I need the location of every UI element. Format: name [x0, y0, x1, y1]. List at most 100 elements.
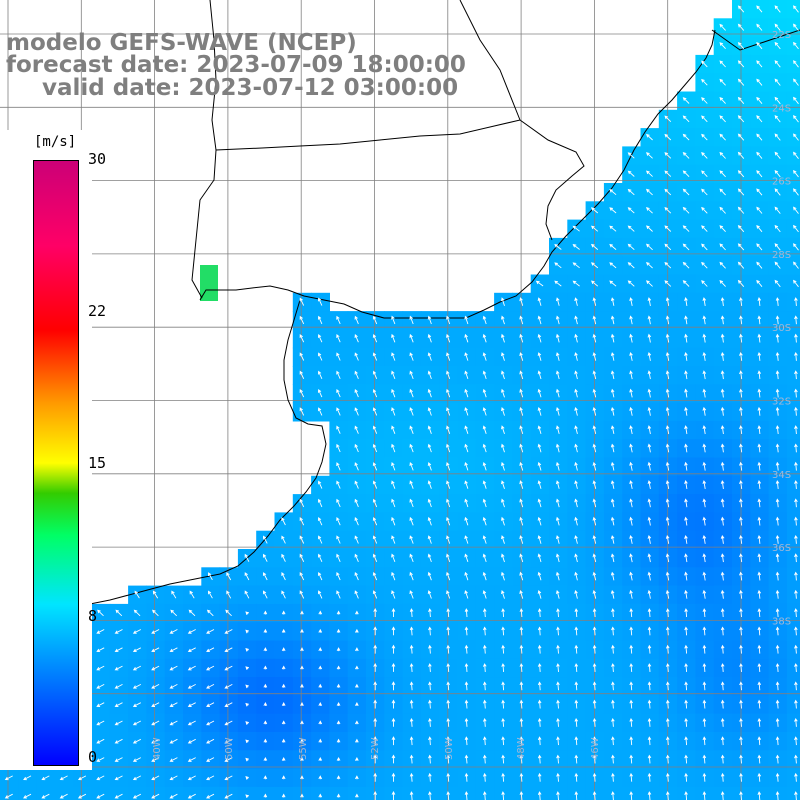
wind-arrow: [537, 516, 542, 526]
wind-arrow: [682, 188, 690, 196]
wind-arrow: [701, 78, 708, 86]
ocean-cell: [786, 183, 800, 202]
wind-arrow: [151, 702, 160, 707]
wind-arrow: [794, 626, 798, 636]
wind-arrow: [610, 498, 615, 508]
wind-arrow: [664, 152, 672, 159]
wind-arrow: [756, 206, 763, 214]
wind-arrow: [446, 553, 451, 563]
ocean-cell: [786, 201, 800, 221]
wind-arrow: [409, 553, 414, 563]
wind-arrow: [702, 772, 707, 782]
wind-arrow: [774, 279, 781, 288]
wind-arrow: [482, 516, 487, 526]
wind-arrow: [647, 516, 652, 526]
wind-arrow: [409, 590, 414, 599]
wind-arrow: [629, 388, 633, 398]
lon-label: 50W: [224, 737, 235, 760]
wind-arrow: [684, 461, 688, 471]
wind-arrow: [336, 480, 341, 489]
wind-arrow: [96, 757, 105, 762]
wind-arrow: [206, 684, 215, 689]
wind-arrow: [336, 702, 341, 706]
wind-arrow: [739, 736, 743, 746]
wind-arrow: [114, 793, 123, 799]
wind-arrow: [208, 590, 213, 599]
wind-arrow: [354, 590, 359, 599]
wind-arrow: [756, 279, 763, 287]
ocean-cell: [786, 640, 800, 660]
ocean-cell: [292, 786, 312, 800]
wind-arrow: [611, 681, 615, 691]
wind-arrow: [537, 663, 542, 672]
wind-arrow: [537, 608, 542, 618]
ocean-cell: [786, 603, 800, 623]
wind-arrow: [757, 534, 762, 544]
wind-arrow: [281, 683, 286, 688]
wind-arrow: [464, 772, 469, 782]
wind-arrow: [464, 699, 469, 709]
wind-arrow: [702, 644, 707, 654]
wind-arrow: [482, 315, 487, 325]
wind-arrow: [719, 115, 726, 123]
ocean-cell: [146, 786, 166, 800]
wind-arrow: [684, 480, 688, 489]
wind-arrow: [299, 517, 305, 526]
lat-label: 30S: [772, 323, 791, 334]
wind-arrow: [409, 388, 414, 398]
wind-arrow: [391, 352, 396, 361]
wind-arrow: [794, 553, 798, 563]
wind-arrow: [756, 188, 763, 196]
wind-arrow: [519, 663, 524, 672]
wind-arrow: [664, 188, 672, 196]
wind-arrow: [317, 334, 323, 343]
wind-arrow: [665, 315, 670, 325]
wind-arrow: [354, 480, 359, 489]
wind-arrow: [574, 754, 579, 764]
wind-arrow: [372, 571, 378, 581]
wind-arrow: [446, 407, 451, 416]
wind-arrow: [281, 517, 286, 526]
wind-arrow: [775, 388, 780, 398]
wind-arrow: [482, 699, 487, 709]
wind-arrow: [427, 553, 432, 563]
lat-label: 38S: [772, 616, 791, 627]
wind-arrow: [756, 170, 763, 178]
wind-arrow: [665, 699, 670, 709]
wind-arrow: [482, 352, 487, 361]
wind-arrow: [409, 370, 414, 380]
wind-arrow: [794, 333, 798, 343]
wind-arrow: [720, 717, 725, 727]
wind-arrow: [719, 78, 726, 86]
wind-arrow: [664, 170, 672, 177]
wind-arrow: [611, 754, 615, 764]
wind-arrow: [409, 663, 414, 672]
wind-arrow: [684, 425, 688, 435]
wind-arrow: [409, 443, 414, 453]
wind-arrow: [684, 534, 688, 544]
wind-arrow: [665, 443, 670, 453]
wind-arrow: [96, 684, 105, 689]
wind-arrow: [719, 60, 726, 68]
wind-arrow: [645, 280, 653, 287]
ocean-cell: [274, 786, 294, 800]
wind-arrow: [482, 772, 487, 782]
wind-arrow: [391, 662, 396, 672]
wind-arrow: [610, 535, 615, 544]
ocean-cell: [786, 73, 800, 93]
wind-arrow: [645, 133, 653, 141]
wind-arrow: [774, 115, 781, 123]
wind-arrow: [555, 480, 560, 489]
wind-arrow: [373, 662, 377, 672]
wind-arrow: [482, 553, 487, 563]
wind-arrow: [572, 262, 580, 269]
ocean-cell: [786, 237, 800, 257]
wind-arrow: [23, 793, 32, 799]
ocean-cell: [786, 457, 800, 477]
wind-arrow: [592, 443, 597, 453]
wind-arrow: [647, 717, 652, 727]
wind-arrow: [427, 516, 432, 526]
wind-arrow: [132, 665, 142, 671]
wind-arrow: [446, 535, 451, 544]
